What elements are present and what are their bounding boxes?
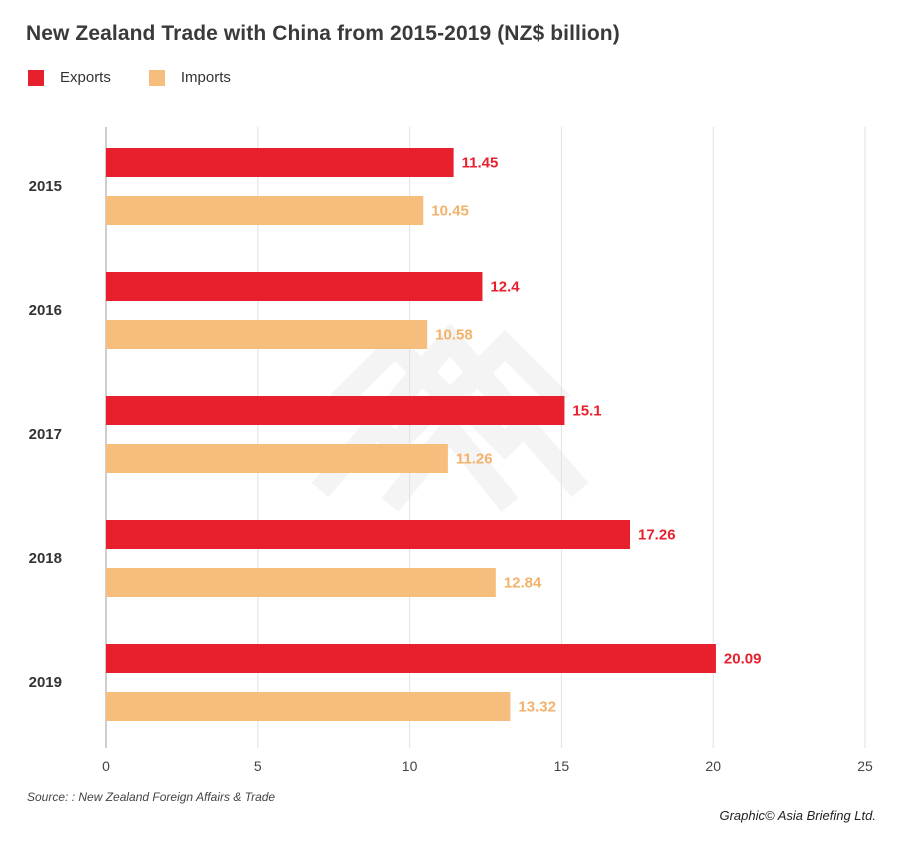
graphic-credit: Graphic© Asia Briefing Ltd.	[719, 808, 876, 823]
bar-imports	[106, 568, 496, 597]
category-label: 2015	[29, 178, 62, 195]
data-label-exports: 12.4	[490, 279, 520, 296]
data-label-exports: 11.45	[462, 155, 499, 172]
bar-exports	[106, 520, 631, 549]
category-label: 2016	[29, 302, 62, 319]
category-label: 2018	[29, 550, 62, 567]
x-tick-label: 25	[857, 758, 873, 774]
bar-imports	[106, 444, 448, 473]
legend-swatch-imports	[148, 69, 165, 86]
legend-item-imports: Imports	[148, 69, 231, 86]
category-label: 2017	[29, 426, 62, 443]
x-tick-label: 5	[254, 758, 262, 774]
chart-title: New Zealand Trade with China from 2015-2…	[26, 22, 620, 45]
x-tick-label: 10	[402, 758, 418, 774]
data-label-exports: 17.26	[638, 527, 676, 544]
bar-exports	[106, 272, 483, 301]
legend-label-imports: Imports	[180, 69, 231, 86]
category-label: 2019	[29, 674, 62, 691]
legend-swatch-exports	[28, 69, 44, 86]
x-tick-label: 0	[102, 758, 110, 774]
bar-exports	[106, 148, 454, 177]
bar-exports	[106, 644, 716, 673]
data-label-imports: 12.84	[504, 575, 542, 592]
data-label-imports: 11.26	[456, 451, 493, 468]
legend: Exports Imports	[28, 69, 269, 86]
x-tick-label: 20	[705, 758, 721, 774]
x-tick-label: 15	[554, 758, 570, 774]
legend-label-exports: Exports	[60, 69, 111, 86]
data-label-exports: 20.09	[724, 651, 762, 668]
data-label-imports: 10.45	[431, 203, 469, 220]
bar-imports	[106, 196, 424, 225]
bar-exports	[106, 396, 565, 425]
bar-imports	[106, 692, 511, 721]
data-label-imports: 10.58	[435, 327, 473, 344]
legend-item-exports: Exports	[28, 69, 111, 86]
data-label-exports: 15.1	[572, 403, 601, 420]
data-label-imports: 13.32	[518, 699, 556, 716]
source-note: Source: : New Zealand Foreign Affairs & …	[27, 790, 276, 804]
bar-imports	[106, 320, 428, 349]
